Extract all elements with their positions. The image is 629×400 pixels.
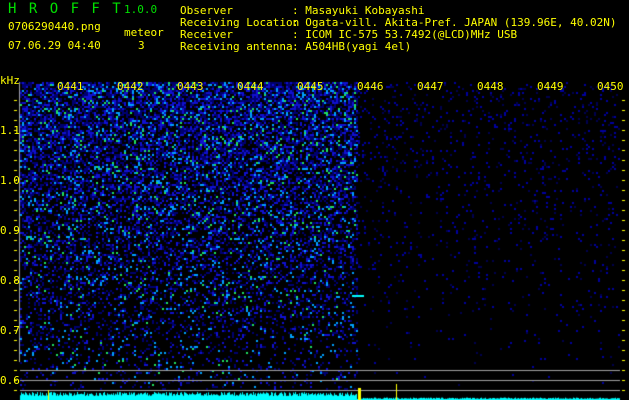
y-tick-label: 0.6	[0, 374, 20, 387]
datetime: 07.06.29 04:40	[8, 39, 101, 52]
y-tick-label: 0.7	[0, 324, 20, 337]
x-tick-label: 0442	[117, 80, 144, 93]
x-tick-label: 0448	[477, 80, 504, 93]
info-value: : A504HB(yagi 4el)	[292, 40, 412, 53]
x-tick-label: 0446	[357, 80, 384, 93]
x-tick-label: 0444	[237, 80, 264, 93]
x-tick-label: 0447	[417, 80, 444, 93]
x-tick-label: 0441	[57, 80, 84, 93]
y-tick-label: 0.9	[0, 224, 20, 237]
filename: 0706290440.png	[8, 20, 101, 33]
y-tick-label: 0.8	[0, 274, 20, 287]
info-value: : ICOM IC-575 53.7492(@LCD)MHz USB	[292, 28, 518, 41]
meteor-label: meteor	[124, 26, 164, 39]
x-tick-label: 0443	[177, 80, 204, 93]
info-label: Observer	[180, 4, 233, 17]
info-label: Receiving antenna	[180, 40, 293, 53]
info-value: : Ogata-vill. Akita-Pref. JAPAN (139.96E…	[292, 16, 617, 29]
y-axis-label: kHz	[0, 74, 20, 87]
x-tick-label: 0445	[297, 80, 324, 93]
y-tick-label: 1.1	[0, 124, 20, 137]
app-version: 1.0.0	[124, 3, 158, 16]
meteor-count: 3	[138, 39, 145, 52]
info-value: : Masayuki Kobayashi	[292, 4, 425, 17]
info-label: Receiving Location	[180, 16, 300, 29]
y-tick-label: 1.0	[0, 174, 20, 187]
info-label: Receiver	[180, 28, 233, 41]
app-title: H R O F F T	[8, 1, 123, 17]
x-tick-label: 0449	[537, 80, 564, 93]
x-tick-label: 0450	[597, 80, 624, 93]
